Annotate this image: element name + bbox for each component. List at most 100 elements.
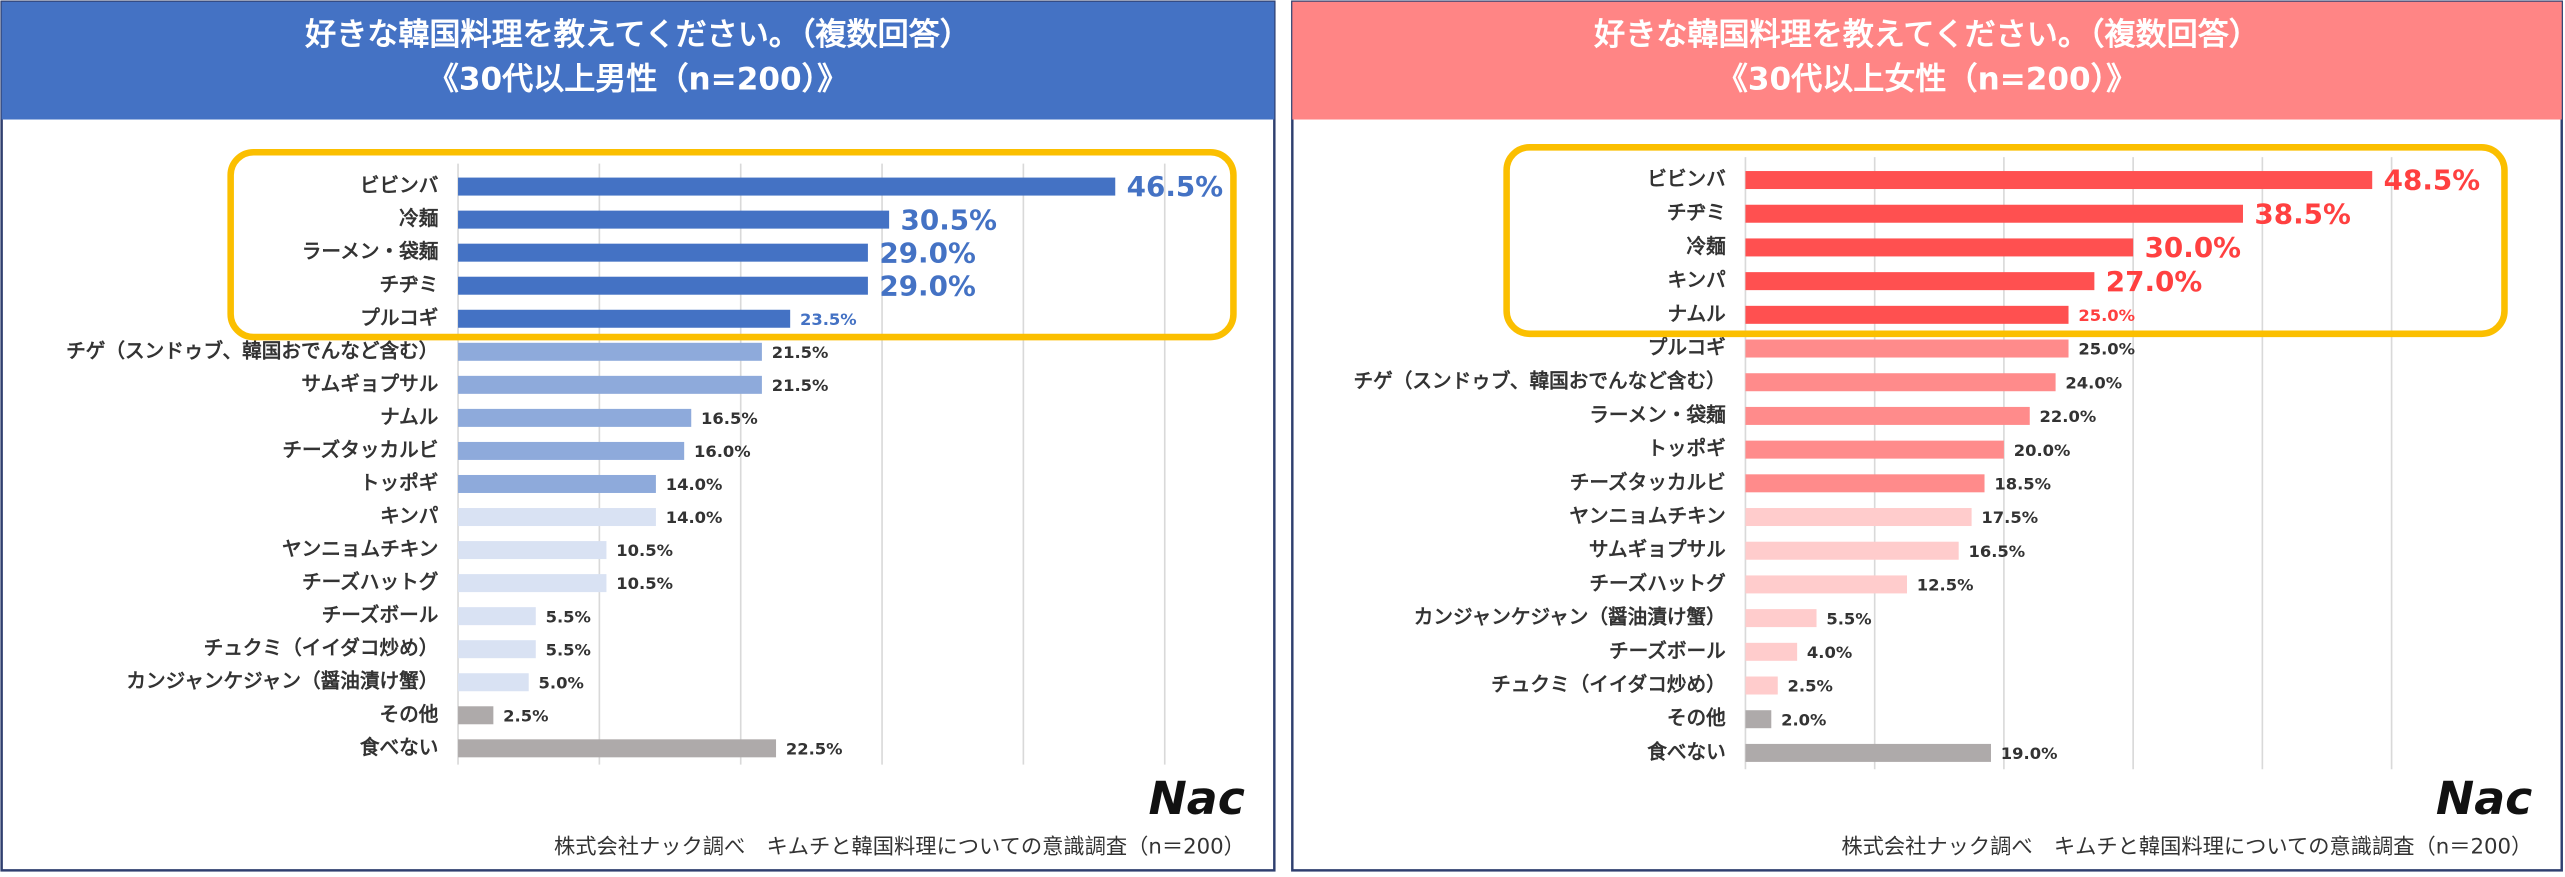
header — [1, 1, 1275, 120]
value-label: 24.0% — [2065, 373, 2122, 392]
bar — [1745, 743, 1991, 762]
category-label: チヂミ — [380, 273, 439, 296]
bar — [458, 640, 536, 659]
bar — [1745, 406, 2030, 425]
bar — [458, 574, 607, 593]
value-label: 5.5% — [1826, 609, 1871, 628]
bar — [458, 441, 685, 460]
value-label: 23.5% — [800, 310, 857, 329]
category-label: トッポギ — [360, 471, 439, 494]
value-label: 2.5% — [503, 706, 548, 725]
category-label: トッポギ — [1647, 437, 1726, 460]
value-label: 38.5% — [2254, 197, 2350, 230]
chart-subtitle: 《30代以上女性（n=200）》 — [1717, 61, 2137, 97]
bar — [1745, 204, 2243, 223]
category-label: チュクミ（イイダコ炒め） — [1491, 673, 1726, 696]
category-label: 冷麺 — [1687, 235, 1727, 258]
value-label: 5.0% — [539, 673, 584, 692]
category-label: カンジャンケジャン（醤油漬け蟹） — [126, 670, 438, 693]
bar — [1745, 440, 2004, 459]
value-label: 25.0% — [2078, 306, 2135, 325]
value-label: 5.5% — [546, 640, 591, 659]
category-label: チーズタッカルビ — [1570, 471, 1726, 494]
value-label: 20.0% — [2014, 441, 2071, 460]
bar — [1745, 339, 2069, 358]
highlight-box — [227, 148, 1237, 341]
value-label: 18.5% — [1994, 474, 2051, 493]
value-label: 17.5% — [1981, 508, 2038, 527]
category-label: 食べない — [360, 736, 438, 759]
value-label: 21.5% — [772, 376, 829, 395]
value-label: 21.5% — [772, 343, 829, 362]
bar — [1745, 541, 1959, 560]
category-label: チーズハットグ — [302, 571, 439, 594]
category-label: ビビンバ — [360, 174, 439, 197]
value-label: 29.0% — [879, 269, 975, 302]
bar — [458, 706, 494, 725]
category-label: プルコギ — [360, 306, 438, 329]
category-label: その他 — [1667, 707, 1726, 730]
source-note: 株式会社ナック調べ キムチと韓国料理についての意識調査（n＝200） — [554, 834, 1245, 859]
category-label: チゲ（スンドゥブ、韓国おでんなど含む） — [66, 339, 438, 362]
category-label: ヤンニョムチキン — [1569, 505, 1725, 528]
bar — [458, 508, 656, 527]
value-label: 19.0% — [2001, 744, 2058, 763]
bar — [458, 177, 1116, 196]
bar — [458, 342, 762, 361]
header — [1292, 1, 2562, 120]
category-label: サムギョプサル — [1589, 538, 1726, 561]
category-label: ナムル — [380, 405, 439, 428]
value-label: 22.0% — [2040, 407, 2097, 426]
value-label: 2.5% — [1788, 677, 1833, 696]
value-label: 14.0% — [666, 508, 723, 527]
chart-title: 好きな韓国料理を教えてください。（複数回答） — [304, 17, 971, 53]
bar — [458, 243, 868, 262]
value-label: 12.5% — [1917, 576, 1974, 595]
value-label: 14.0% — [666, 475, 723, 494]
chart-subtitle: 《30代以上男性（n=200）》 — [428, 61, 848, 97]
chart-title: 好きな韓国料理を教えてください。（複数回答） — [1593, 17, 2260, 53]
category-label: プルコギ — [1648, 336, 1726, 359]
value-label: 22.5% — [786, 739, 843, 758]
value-label: 10.5% — [616, 574, 673, 593]
value-label: 2.0% — [1781, 710, 1826, 729]
logo: Nac — [1148, 771, 1244, 825]
category-label: ヤンニョムチキン — [282, 538, 438, 561]
bar — [458, 673, 529, 692]
bar — [1745, 171, 2373, 190]
value-label: 25.0% — [2078, 340, 2135, 359]
bar — [458, 541, 607, 560]
value-label: 30.5% — [901, 203, 997, 236]
category-label: チーズボール — [1609, 639, 1726, 662]
value-label: 10.5% — [616, 541, 673, 560]
bar — [458, 739, 777, 758]
category-label: チュクミ（イイダコ炒め） — [204, 637, 439, 660]
bar — [1745, 272, 2095, 291]
bar — [1745, 508, 1972, 527]
bar — [458, 408, 692, 427]
category-label: チヂミ — [1667, 201, 1726, 224]
value-label: 16.0% — [694, 442, 751, 461]
category-label: ナムル — [1668, 302, 1727, 325]
category-label: ラーメン・袋麺 — [302, 240, 439, 263]
value-label: 5.5% — [546, 607, 591, 626]
bar — [1745, 710, 1772, 729]
category-label: ラーメン・袋麺 — [1589, 403, 1726, 426]
category-label: 冷麺 — [399, 207, 439, 230]
bar — [1745, 609, 1817, 628]
bar — [458, 607, 536, 626]
panel-border — [1291, 0, 2563, 872]
category-label: その他 — [380, 703, 439, 726]
value-label: 16.5% — [701, 409, 758, 428]
bar — [1745, 474, 1985, 493]
bar — [1745, 642, 1798, 661]
bar — [1745, 676, 1778, 695]
category-label: ビビンバ — [1647, 168, 1726, 191]
value-label: 27.0% — [2106, 265, 2202, 298]
source-note: 株式会社ナック調べ キムチと韓国料理についての意識調査（n＝200） — [1841, 834, 2532, 859]
bar — [1745, 575, 1907, 594]
category-label: カンジャンケジャン（醤油漬け蟹） — [1414, 606, 1726, 629]
chart-panel: 好きな韓国料理を教えてください。（複数回答） 《30代以上女性（n=200）》ビビ… — [1291, 0, 2563, 872]
value-label: 16.5% — [1968, 542, 2025, 561]
